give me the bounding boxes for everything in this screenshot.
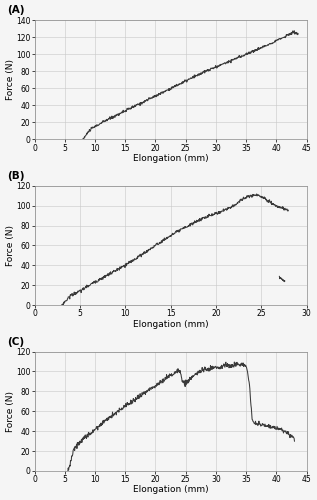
Y-axis label: Force (N): Force (N): [6, 59, 15, 100]
Y-axis label: Force (N): Force (N): [6, 225, 15, 266]
X-axis label: Elongation (mm): Elongation (mm): [133, 154, 208, 163]
Text: (C): (C): [7, 337, 24, 347]
Y-axis label: Force (N): Force (N): [6, 390, 15, 432]
Text: (A): (A): [7, 6, 25, 16]
Text: (B): (B): [7, 171, 25, 181]
X-axis label: Elongation (mm): Elongation (mm): [133, 486, 208, 494]
X-axis label: Elongation (mm): Elongation (mm): [133, 320, 208, 328]
